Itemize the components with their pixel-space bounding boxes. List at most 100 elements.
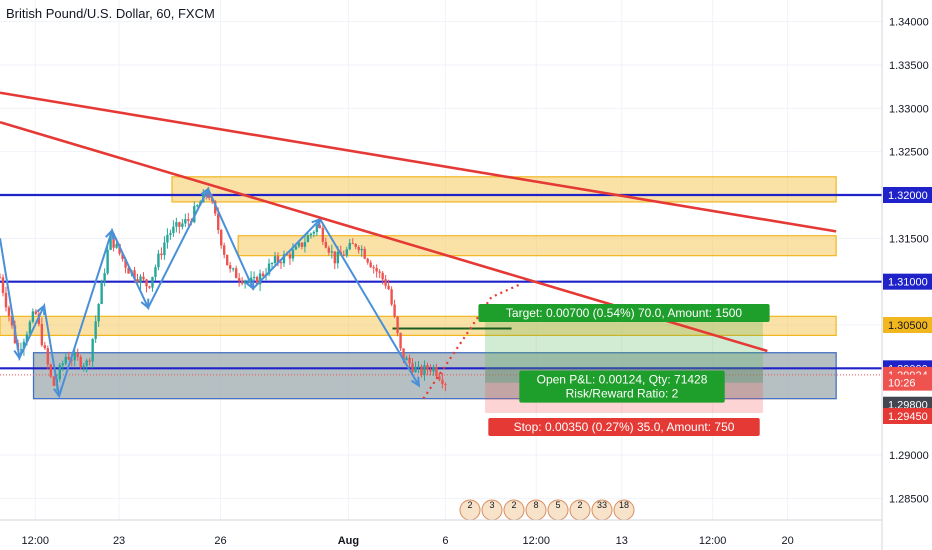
supply-zone	[237, 235, 837, 257]
candle-body	[196, 205, 199, 207]
candle-body	[300, 242, 304, 247]
candle-body	[261, 273, 265, 276]
candle-body	[348, 243, 351, 250]
candle-body	[246, 280, 250, 282]
candle-body	[64, 356, 67, 364]
trendline	[0, 91, 837, 233]
event-count: 2	[467, 500, 472, 510]
candle-body	[181, 223, 184, 227]
candle-body	[372, 267, 375, 269]
candle-body	[157, 253, 160, 268]
candle-body	[366, 258, 369, 263]
candle-body	[228, 265, 232, 269]
zigzag-arrowhead	[200, 186, 210, 198]
candle-body	[240, 280, 244, 284]
time-tick-label: 13	[616, 535, 628, 547]
price-tag-text: 1.29450	[888, 411, 928, 423]
candle-body	[321, 227, 325, 242]
candle-body	[405, 357, 408, 361]
candle-body	[225, 254, 229, 266]
zigzag-arrowhead	[410, 376, 421, 388]
candle-body	[178, 222, 181, 227]
time-tick-label: 12:00	[522, 535, 550, 547]
price-tag-text: 10:26	[888, 378, 916, 390]
candle-body	[390, 289, 393, 305]
candle-body	[363, 248, 366, 259]
candle-body	[279, 262, 283, 264]
candle-body	[76, 353, 79, 357]
candle-body	[309, 233, 313, 236]
event-count: 18	[619, 500, 629, 510]
candle-body	[294, 246, 298, 250]
candle-body	[112, 233, 115, 248]
price-tick-label: 1.33500	[889, 60, 929, 72]
candle-body	[52, 376, 56, 386]
time-axis[interactable]: 12:00 23 26 Aug 6 12:00 13 12:00 20	[0, 519, 882, 547]
time-tick-label: 20	[782, 535, 794, 547]
candle-body	[7, 307, 11, 316]
candle-body	[106, 249, 109, 274]
time-tick-label: 12:00	[22, 535, 50, 547]
price-tag-text: 1.30500	[888, 320, 928, 332]
candle-body	[82, 365, 85, 367]
candle-body	[193, 206, 196, 223]
candle-body	[243, 281, 247, 284]
event-count: 3	[489, 500, 494, 510]
open-pnl-label-bg	[519, 370, 725, 403]
candle-body	[297, 242, 301, 247]
price-tag-bg	[883, 273, 932, 290]
candle-body	[175, 222, 178, 227]
candle-body	[160, 253, 163, 256]
time-tick-label: 12:00	[699, 535, 727, 547]
candle-body	[148, 286, 151, 288]
candle-body	[438, 376, 441, 380]
candle-body	[336, 251, 339, 264]
candle-body	[10, 315, 14, 326]
candle-body	[154, 267, 157, 277]
zigzag-arrowhead	[36, 303, 46, 315]
candle-body	[214, 201, 217, 214]
event-count: 5	[555, 500, 560, 510]
zigzag-arrowhead	[53, 387, 63, 399]
supply-zone	[171, 176, 837, 203]
stop-label-bg	[488, 417, 760, 436]
candle-body	[115, 244, 118, 248]
target-label-bg	[478, 303, 770, 322]
candle-body	[127, 267, 130, 274]
candle-body	[139, 276, 142, 283]
zigzag-arrowhead	[311, 217, 322, 229]
candle-body	[136, 279, 139, 283]
price-tag-bg	[883, 317, 932, 333]
candle-body	[441, 379, 444, 385]
candle-body	[444, 384, 447, 386]
price-tick-label: 1.29000	[889, 450, 929, 462]
candle-body	[375, 267, 378, 272]
candle-body	[67, 356, 70, 360]
price-tag-bg	[883, 187, 932, 203]
candle-body	[423, 365, 426, 375]
price-tick-label: 1.28500	[889, 493, 929, 505]
candle-body	[208, 194, 211, 199]
candle-body	[187, 219, 190, 221]
candle-body	[255, 277, 259, 285]
candle-body	[34, 311, 38, 314]
candle-body	[97, 304, 100, 322]
candle-body	[234, 268, 238, 279]
price-tag-bg	[883, 408, 932, 424]
candle-body	[100, 281, 103, 305]
economic-events[interactable]: 2 3 2 8 5 2 33 18	[459, 499, 635, 521]
candle-body	[43, 345, 47, 349]
price-tag-bg	[883, 374, 932, 391]
target-label: Target: 0.00700 (0.54%) 70.0, Amount: 15…	[478, 303, 770, 322]
candle-body	[351, 243, 354, 245]
candle-body	[231, 268, 235, 270]
candle-body	[31, 311, 35, 322]
candle-body	[79, 356, 82, 367]
event-count: 8	[533, 500, 538, 510]
zigzag-arrowhead	[105, 228, 115, 240]
candle-body	[312, 231, 316, 234]
candle-body	[342, 254, 345, 256]
zigzag-arrowhead	[140, 298, 150, 310]
grid-lines	[0, 0, 882, 520]
